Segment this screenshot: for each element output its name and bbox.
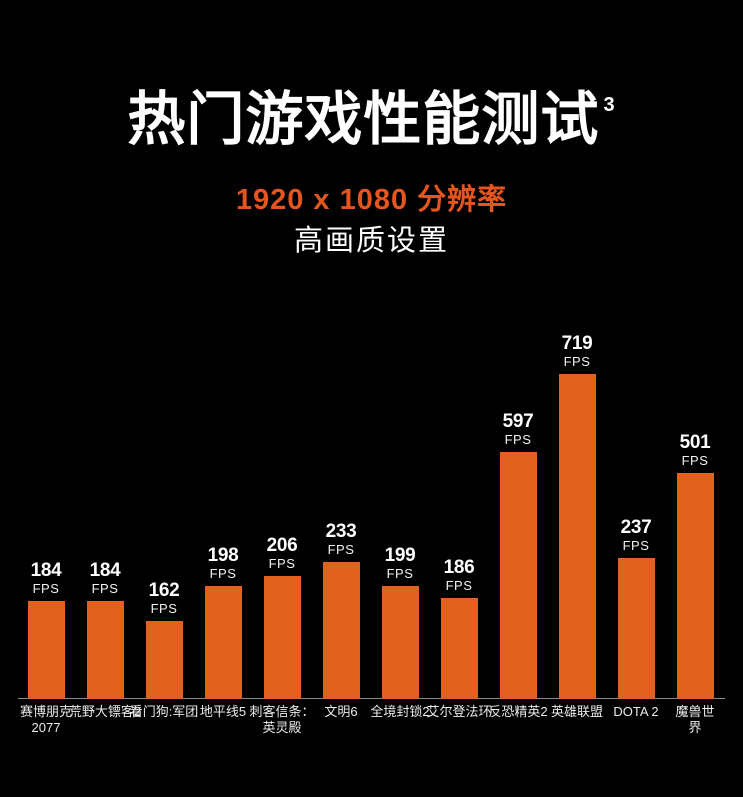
title-superscript: 3 (603, 94, 616, 116)
bar (440, 598, 478, 699)
x-axis-label: 反恐精英2 (488, 704, 548, 719)
bar (145, 621, 183, 699)
bar (617, 558, 655, 699)
x-axis-label: 文明6 (324, 704, 358, 719)
x-axis-label: 荒野大镖客2 (68, 704, 142, 719)
bar (27, 601, 65, 699)
page-title-text: 热门游戏性能测试 (127, 87, 600, 152)
x-axis-label: 赛博朋克 2077 (19, 704, 73, 735)
fps-unit-label: FPS (91, 581, 119, 596)
fps-unit-label: FPS (622, 538, 650, 553)
x-axis-baseline (18, 698, 725, 699)
bar (558, 374, 596, 699)
bar-value-label: 184 FPS (89, 560, 121, 597)
fps-value: 198 (207, 545, 239, 566)
fps-unit-label: FPS (563, 354, 591, 369)
bar-value-label: 162 FPS (148, 580, 180, 617)
x-axis-label: 刺客信条： 英灵殿 (249, 704, 315, 735)
x-axis-label: 魔兽世界 (675, 704, 715, 735)
chart-header: 热门游戏性能测试 3 1920 x 1080 分辨率 高画质设置 (0, 87, 743, 258)
fps-value: 233 (325, 521, 357, 542)
fps-unit-label: FPS (386, 566, 414, 581)
fps-value: 184 (30, 560, 62, 581)
bar (381, 586, 419, 699)
fps-unit-label: FPS (268, 556, 296, 571)
fps-unit-label: FPS (209, 566, 237, 581)
fps-value: 184 (89, 560, 121, 581)
x-axis-label: 全境封锁2 (370, 704, 430, 719)
fps-value: 199 (384, 545, 416, 566)
fps-unit-label: FPS (32, 581, 60, 596)
subtitle-resolution: 1920 x 1080 分辨率 (235, 183, 508, 216)
bar-value-label: 501 FPS (679, 432, 711, 469)
bar-value-label: 198 FPS (207, 545, 239, 582)
x-axis-label: 地平线5 (199, 704, 247, 719)
fps-value: 597 (502, 411, 534, 432)
bar (263, 576, 301, 699)
fps-unit-label: FPS (327, 542, 355, 557)
bar (86, 601, 124, 699)
bar-value-label: 719 FPS (561, 333, 593, 370)
fps-unit-label: FPS (445, 578, 473, 593)
fps-value: 719 (561, 333, 593, 354)
bar-value-label: 233 FPS (325, 521, 357, 558)
fps-value: 186 (443, 557, 475, 578)
x-axis-label: 英雄联盟 (550, 704, 604, 719)
bar-value-label: 237 FPS (620, 517, 652, 554)
x-axis-label: 艾尔登法环 (426, 704, 492, 719)
x-axis-label: 看门狗:军团 (129, 704, 199, 719)
bar (676, 473, 714, 699)
fps-unit-label: FPS (681, 453, 709, 468)
bar-value-label: 186 FPS (443, 557, 475, 594)
fps-unit-label: FPS (504, 432, 532, 447)
fps-value: 206 (266, 535, 298, 556)
fps-value: 501 (679, 432, 711, 453)
page-title: 热门游戏性能测试 3 (0, 87, 743, 153)
x-axis-label: DOTA 2 (613, 704, 659, 719)
fps-value: 162 (148, 580, 180, 601)
bar (499, 452, 537, 699)
bar-value-label: 597 FPS (502, 411, 534, 448)
bar-value-label: 199 FPS (384, 545, 416, 582)
fps-unit-label: FPS (150, 601, 178, 616)
bar (322, 562, 360, 699)
bar-value-label: 206 FPS (266, 535, 298, 572)
fps-value: 237 (620, 517, 652, 538)
bar (204, 586, 242, 699)
subtitle-quality: 高画质设置 (293, 224, 449, 257)
bar-value-label: 184 FPS (30, 560, 62, 597)
